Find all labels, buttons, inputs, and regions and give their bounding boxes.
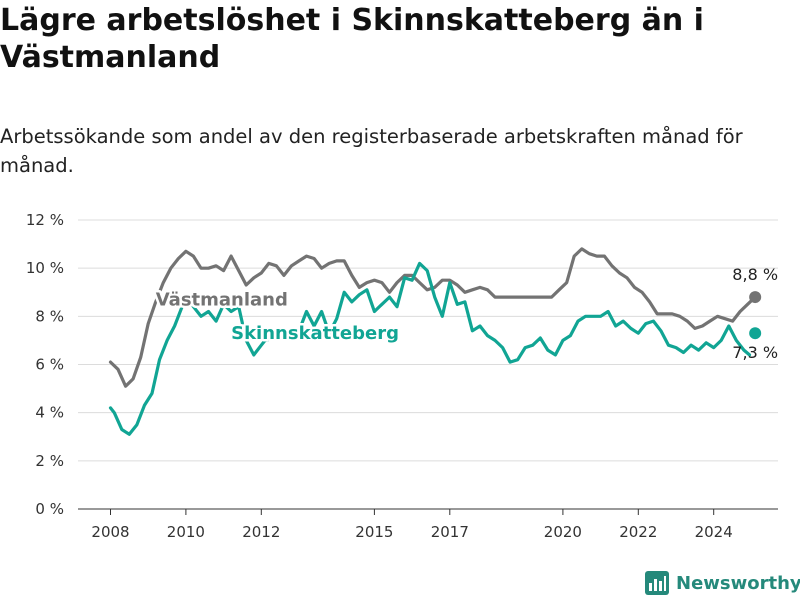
series-label-skinnskatteberg: Skinnskatteberg xyxy=(231,323,399,344)
y-tick-label: 0 % xyxy=(35,500,64,518)
series-label-halo: Skinnskatteberg xyxy=(231,323,399,344)
x-tick-label: 2022 xyxy=(619,523,657,541)
x-tick-label: 2008 xyxy=(91,523,129,541)
y-axis: 0 % 2 % 4 % 6 % 8 % 10 % 12 % xyxy=(26,211,64,518)
x-tick-label: 2012 xyxy=(242,523,280,541)
y-tick-label: 8 % xyxy=(35,307,64,325)
series-line-västmanland xyxy=(108,247,757,388)
x-tick-label: 2010 xyxy=(167,523,205,541)
y-tick-label: 6 % xyxy=(35,356,64,374)
brand-name: Newsworthy xyxy=(676,572,800,594)
series-label-västmanland: Västmanland xyxy=(156,289,288,310)
x-tick-label: 2015 xyxy=(355,523,393,541)
bar-chart-icon xyxy=(645,571,669,595)
newsworthy-logo[interactable]: Newsworthy xyxy=(644,568,800,598)
chart-subtitle: Arbetssökande som andel av den registerb… xyxy=(0,125,743,177)
x-tick-label: 2017 xyxy=(431,523,469,541)
y-tick-label: 12 % xyxy=(26,211,64,229)
end-label-skinnskatteberg: 7,3 % xyxy=(732,343,778,362)
series-label-halo: Västmanland xyxy=(156,289,288,310)
series-labels: VästmanlandVästmanlandSkinnskattebergSki… xyxy=(153,265,778,362)
y-tick-label: 2 % xyxy=(35,452,64,470)
end-point-vastmanland xyxy=(749,291,762,304)
x-tick-label: 2024 xyxy=(695,523,733,541)
grid-lines xyxy=(78,219,778,510)
end-point-skinnskatteberg xyxy=(749,327,762,340)
y-tick-label: 10 % xyxy=(26,259,64,277)
series-line-skinnskatteberg xyxy=(108,261,752,436)
end-label-vastmanland: 8,8 % xyxy=(732,265,778,284)
chart-title: Lägre arbetslöshet i Skinnskatteberg än … xyxy=(0,3,704,75)
y-tick-label: 4 % xyxy=(35,404,64,422)
series-lines xyxy=(108,247,757,436)
x-tick-label: 2020 xyxy=(544,523,582,541)
x-axis: 2008 2010 2012 2015 2017 2020 2022 2024 xyxy=(91,509,733,541)
